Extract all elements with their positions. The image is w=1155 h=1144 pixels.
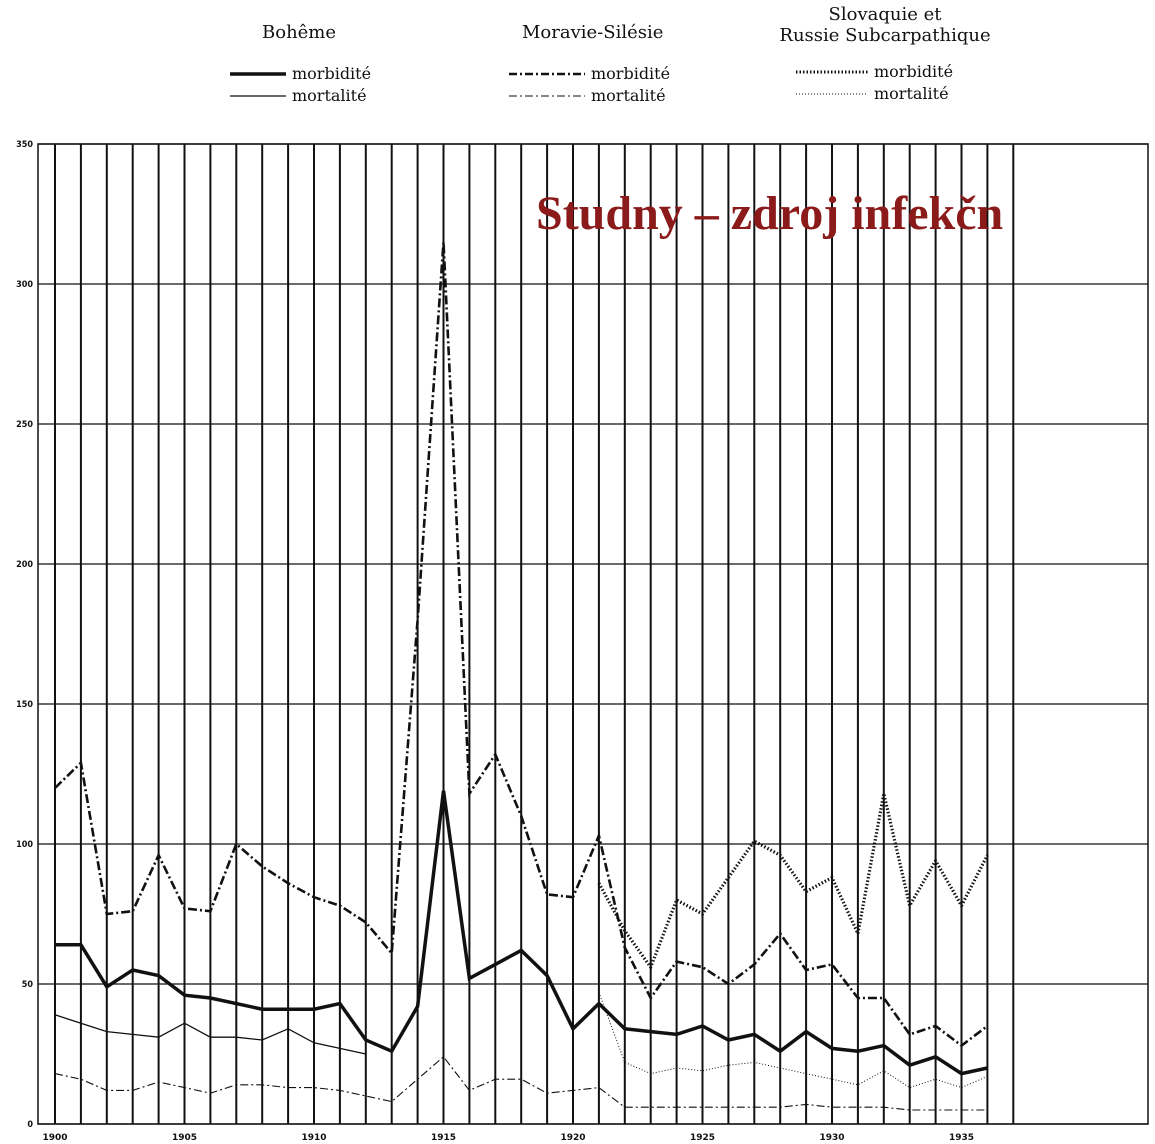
legend-label: mortalité [874,84,949,103]
legend-item-slovaquie-mortalite: mortalité [796,84,949,103]
x-tick-label: 1915 [431,1133,456,1143]
legend-label: mortalité [292,86,367,105]
legend-label: mortalité [591,86,666,105]
x-tick-label: 1930 [819,1133,844,1143]
legend-item-boheme-mortalite: mortalité [230,86,367,105]
legend-item-moravie-morbidite: morbidité [509,64,670,83]
legend-swatch-dash-dot-thin [509,94,585,97]
legend-title-slovaquie: Slovaquie et Russie Subcarpathique [760,4,1010,46]
series-line-1 [54,1014,366,1055]
x-tick-label: 1935 [949,1133,974,1143]
x-tick-label: 1920 [560,1133,585,1143]
legend-swatch-solid-thin [230,94,286,97]
legend-label: morbidité [292,64,372,83]
y-tick-label: 100 [16,840,33,850]
x-tick-label: 1925 [690,1133,715,1143]
x-tick-label: 1905 [172,1133,197,1143]
legend-item-boheme-morbidite: morbidité [230,64,371,83]
series-line-2 [54,241,989,1048]
legend-label: morbidité [591,64,671,83]
y-tick-label: 0 [27,1120,33,1130]
y-tick-label: 250 [16,420,33,430]
legend: Bohême morbidité mortalité Moravie-Silés… [0,0,1155,130]
y-tick-label: 300 [16,280,33,290]
y-tick-label: 50 [22,980,34,990]
legend-title-line: Russie Subcarpathique [779,25,991,46]
legend-item-moravie-mortalite: mortalité [509,86,666,105]
legend-swatch-dotted-thin [796,93,868,94]
legend-item-slovaquie-morbidite: morbidité [796,62,953,81]
legend-label: morbidité [874,62,954,81]
series-line-0 [55,790,988,1076]
legend-swatch-dash-dot-thick [509,72,585,75]
series-line-5 [598,992,988,1089]
y-tick-label: 200 [16,560,33,570]
legend-swatch-solid-thick [230,71,286,76]
legend-title-moravie: Moravie-Silésie [522,22,664,43]
legend-swatch-dotted-thick [796,70,868,73]
plot-frame [37,143,1149,1125]
y-tick-label: 350 [16,140,33,150]
series-line-3 [54,1056,988,1111]
y-tick-label: 150 [16,700,33,710]
legend-title-line: Slovaquie et [828,4,942,25]
x-tick-label: 1900 [42,1133,67,1143]
x-tick-label: 1910 [301,1133,326,1143]
legend-title-boheme: Bohême [262,22,337,43]
overlay-caption: Studny – zdroj infekčn [536,187,1004,240]
series-line-4 [597,793,989,971]
